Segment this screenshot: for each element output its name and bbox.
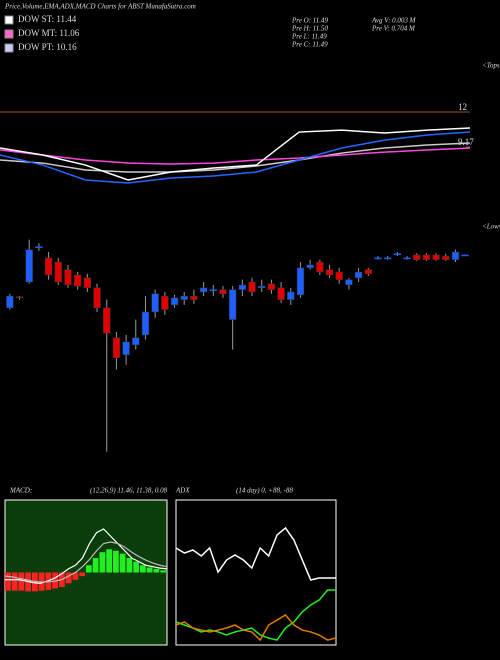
candle-body <box>93 287 101 309</box>
series-line <box>0 131 471 184</box>
legend-label: DOW ST: 11.44 <box>18 14 77 24</box>
legend-swatch <box>4 15 14 25</box>
legend-label: DOW MT: 11.06 <box>18 28 80 38</box>
series-line <box>5 528 168 584</box>
panel-subtitle: (12,26,9) 11.46, 11.38, 0.08 <box>90 487 168 495</box>
series-line <box>0 127 471 181</box>
info-text: Pre C: 11.49 <box>291 41 328 49</box>
panel-title: MACD: <box>9 487 32 495</box>
candle-body <box>432 254 440 260</box>
candle-body <box>112 337 121 359</box>
legend-swatch <box>4 43 14 53</box>
info-text: Pre H: 11.50 <box>291 25 328 33</box>
candle-body <box>6 295 14 309</box>
candle-body <box>219 289 227 294</box>
histogram-bar <box>133 561 139 573</box>
candle-body <box>325 269 334 276</box>
histogram-bar <box>5 572 11 591</box>
histogram-bar <box>119 553 126 573</box>
series-line <box>0 147 471 165</box>
info-text: Pre L: 11.49 <box>291 33 327 41</box>
candle-body <box>384 257 392 260</box>
candle-body <box>258 285 266 289</box>
histogram-bar <box>140 565 146 573</box>
series-line <box>0 142 471 173</box>
candle-body <box>422 254 431 260</box>
series-line <box>4 541 168 583</box>
candle-body <box>229 289 237 320</box>
series-line <box>175 589 336 641</box>
candle-body <box>199 287 208 293</box>
candle-body <box>306 264 314 269</box>
histogram-bar <box>126 558 133 573</box>
annotation: <Tops <box>482 62 500 70</box>
candle-body <box>335 271 343 280</box>
candle-body <box>277 287 285 300</box>
legend-label: DOW PT: 10.16 <box>18 42 77 52</box>
y-tick-label: 12 <box>458 102 467 112</box>
histogram-bar <box>72 572 79 580</box>
candle-body <box>287 291 295 300</box>
candle-body <box>15 296 24 299</box>
panel-title: ADX <box>175 487 190 495</box>
adx-panel <box>175 499 337 646</box>
histogram-bar <box>86 565 92 573</box>
candle-body <box>209 289 217 291</box>
candle-body <box>345 279 353 286</box>
candle-body <box>267 283 276 290</box>
candle-body <box>35 246 43 248</box>
candle-body <box>170 297 179 306</box>
histogram-bar <box>153 568 160 573</box>
candle-body <box>161 295 169 310</box>
histogram-bar <box>65 572 72 584</box>
candle-body <box>442 255 450 260</box>
panel-subtitle: (14 day) 0, +88, -88 <box>236 487 293 495</box>
histogram-bar <box>106 549 112 573</box>
chart-title: Price,Volume,EMA,ADX,MACD Charts for ABS… <box>4 3 196 11</box>
candle-body <box>364 269 372 275</box>
candle-body <box>451 251 460 260</box>
candle-body <box>296 267 305 296</box>
candle-body <box>103 307 111 334</box>
candle-body <box>190 295 198 300</box>
candle-body <box>354 271 363 279</box>
candle-body <box>122 341 130 356</box>
histogram-bar <box>18 572 25 591</box>
candle-body <box>393 253 401 256</box>
info-text: Pre V: 0.704 M <box>371 25 416 33</box>
candle-body <box>238 284 246 290</box>
candle-body <box>74 274 82 287</box>
candle-body <box>83 277 91 289</box>
histogram-bar <box>11 572 18 591</box>
candle-body <box>374 257 382 260</box>
series-line <box>175 526 336 581</box>
legend-swatch <box>4 29 14 39</box>
histogram-bar <box>113 550 119 573</box>
annotation: <Lows <box>482 223 500 231</box>
histogram-bar <box>92 558 99 573</box>
histogram-bar <box>146 567 153 573</box>
candle-body <box>248 281 256 293</box>
candle-body <box>403 257 411 260</box>
candle-body <box>461 254 469 257</box>
candle-body <box>141 311 150 336</box>
histogram-bar <box>160 570 166 573</box>
candle-body <box>25 249 33 283</box>
candle-body <box>316 261 324 273</box>
candle-body <box>44 257 53 276</box>
y-tick-label: 9.17 <box>458 137 474 147</box>
info-text: Pre O: 11.49 <box>291 17 328 25</box>
candle-body <box>151 293 159 313</box>
histogram-bar <box>99 552 106 573</box>
candle-body <box>132 337 140 346</box>
candle-body <box>64 269 72 286</box>
candle-body <box>413 254 421 260</box>
histogram-bar <box>79 572 85 577</box>
candle-body <box>54 261 62 283</box>
info-text: Avg V: 0.003 M <box>371 17 417 25</box>
candle-body <box>180 295 188 300</box>
series-line <box>175 614 337 642</box>
